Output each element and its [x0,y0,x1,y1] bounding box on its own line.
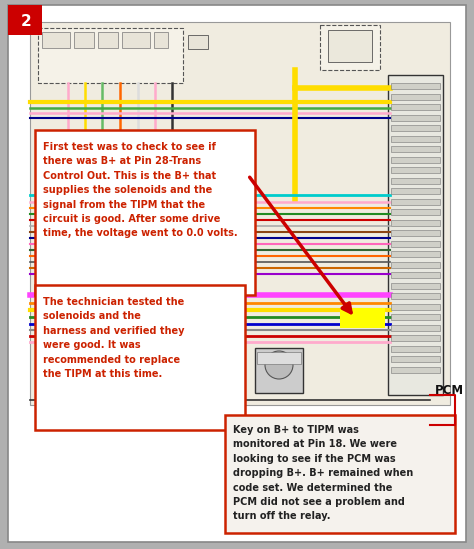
Bar [391,167,440,173]
Bar [391,251,440,257]
Bar [391,230,440,236]
Bar [391,304,440,310]
Bar [391,125,440,131]
Bar [98,32,118,48]
Bar [42,32,70,48]
Bar [391,293,440,299]
Bar [388,75,443,395]
Bar [35,285,245,430]
Bar [391,261,440,267]
Bar [391,136,440,142]
Circle shape [185,351,213,379]
Bar [188,35,208,49]
Bar [391,199,440,204]
Bar [320,25,380,70]
Bar [391,240,440,247]
Bar [175,348,223,393]
Bar [391,314,440,320]
Circle shape [265,351,293,379]
Bar [391,146,440,152]
Text: The technician tested the
solenoids and the
harness and verified they
were good.: The technician tested the solenoids and … [43,297,184,379]
Bar [391,115,440,120]
Bar [391,367,440,373]
Text: PCM: PCM [435,384,464,397]
Text: First test was to check to see if
there was B+ at Pin 28-Trans
Control Out. This: First test was to check to see if there … [43,142,237,238]
Bar [391,324,440,330]
Bar [391,209,440,215]
Polygon shape [8,5,42,35]
Bar [391,272,440,278]
Bar [391,188,440,194]
Bar [30,22,450,405]
Bar [391,93,440,99]
Bar [391,104,440,110]
Bar [391,220,440,226]
Bar [122,32,150,48]
Bar [35,130,255,295]
Bar [391,356,440,362]
Bar [74,32,94,48]
Text: 2: 2 [21,14,31,30]
Bar [391,335,440,341]
Bar [391,283,440,289]
Text: Key on B+ to TIPM was
monitored at Pin 18. We were
looking to see if the PCM was: Key on B+ to TIPM was monitored at Pin 1… [233,425,413,522]
Bar [391,345,440,351]
Bar [177,352,221,364]
Bar [391,177,440,183]
Bar [391,83,440,89]
Bar [225,415,455,533]
Bar [255,348,303,393]
Bar [154,32,168,48]
Bar [340,308,385,328]
Bar [391,156,440,163]
Bar [257,352,301,364]
Bar [328,30,372,62]
Bar [38,28,183,83]
